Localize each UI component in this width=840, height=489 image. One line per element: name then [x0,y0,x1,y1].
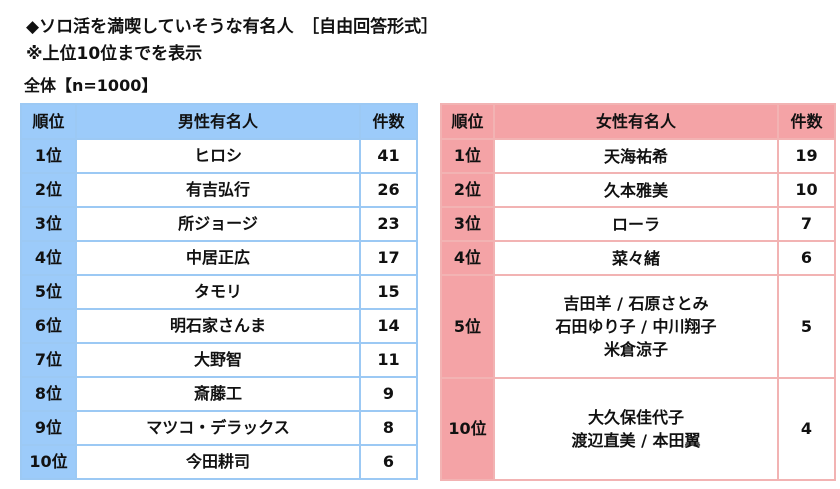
rank-cell: 1位 [440,138,495,174]
header-name: 男性有名人 [75,103,361,140]
name-cell: マツコ・デラックス [75,410,361,446]
name-cell: 明石家さんま [75,308,361,344]
header-rank: 順位 [440,103,495,140]
table-row: 1位 ヒロシ 41 [20,138,418,174]
celebrity-name: 石田ゆり子 / 中川翔子 [555,317,717,336]
rank-cell: 8位 [20,376,77,412]
rank-cell: 9位 [20,410,77,446]
celebrity-name: 大久保佳代子 [587,408,684,427]
rank-cell: 5位 [440,274,495,379]
table-row: 3位 ローラ 7 [440,206,836,242]
name-cell: 斎藤工 [75,376,361,412]
rank-cell: 4位 [440,240,495,276]
count-cell: 23 [359,206,418,242]
celebrity-name: ローラ [611,214,660,234]
celebrity-name: 吉田羊 / 石原さとみ [563,294,709,313]
count-cell: 26 [359,172,418,208]
count-cell: 15 [359,274,418,310]
count-cell: 11 [359,342,418,378]
rank-cell: 10位 [20,444,77,480]
name-cell: ヒロシ [75,138,361,174]
count-cell: 10 [777,172,836,208]
male-celebrity-table: 順位 男性有名人 件数 1位 ヒロシ 41 2位 有吉弘行 26 3位 所ジョージ 23 4位 中居… [20,103,418,480]
note: ※上位10位までを表示 [26,44,203,64]
sample-size: 全体【n=1000】 [24,76,158,95]
header-count: 件数 [359,103,418,140]
rank-cell: 10位 [440,377,495,481]
celebrity-name: 天海祐希 [603,146,668,166]
table-row: 1位 天海祐希 19 [440,138,836,174]
count-cell: 6 [777,240,836,276]
table-row: 3位 所ジョージ 23 [20,206,418,242]
table-row: 2位 有吉弘行 26 [20,172,418,208]
table-row: 6位 明石家さんま 14 [20,308,418,344]
count-cell: 41 [359,138,418,174]
name-cell: 天海祐希 [493,138,779,174]
rank-cell: 4位 [20,240,77,276]
table-row: 4位 菜々緒 6 [440,240,836,276]
count-cell: 9 [359,376,418,412]
table-row: 5位 タモリ 15 [20,274,418,310]
count-cell: 5 [777,274,836,379]
rank-cell: 2位 [20,172,77,208]
rank-cell: 6位 [20,308,77,344]
name-cell: ローラ [493,206,779,242]
table-row: 10位 大久保佳代子 渡辺直美 / 本田翼 4 [440,377,836,481]
celebrity-name: 菜々緒 [611,248,660,268]
table-header: 順位 女性有名人 件数 [440,103,836,140]
rank-cell: 3位 [440,206,495,242]
page-title: ◆ソロ活を満喫していそうな有名人 ［自由回答形式］ [26,17,439,37]
name-cell: 久本雅美 [493,172,779,208]
name-cell: タモリ [75,274,361,310]
female-celebrity-table: 順位 女性有名人 件数 1位 天海祐希 19 2位 久本雅美 10 3位 ローラ 7 4位 菜々緒 6… [440,103,836,481]
name-cell: 有吉弘行 [75,172,361,208]
count-cell: 8 [359,410,418,446]
table-row: 7位 大野智 11 [20,342,418,378]
rank-cell: 2位 [440,172,495,208]
table-row: 9位 マツコ・デラックス 8 [20,410,418,446]
table-row: 5位 吉田羊 / 石原さとみ 石田ゆり子 / 中川翔子 米倉涼子 5 [440,274,836,379]
count-cell: 4 [777,377,836,481]
count-cell: 6 [359,444,418,480]
table-row: 10位 今田耕司 6 [20,444,418,480]
name-cell: 所ジョージ [75,206,361,242]
header-name: 女性有名人 [493,103,779,140]
rank-cell: 7位 [20,342,77,378]
count-cell: 14 [359,308,418,344]
table-header: 順位 男性有名人 件数 [20,103,418,140]
header-rank: 順位 [20,103,77,140]
celebrity-name: 久本雅美 [603,180,668,200]
rank-cell: 3位 [20,206,77,242]
count-cell: 17 [359,240,418,276]
rank-cell: 1位 [20,138,77,174]
name-cell: 菜々緒 [493,240,779,276]
name-cell: 今田耕司 [75,444,361,480]
name-cell: 大久保佳代子 渡辺直美 / 本田翼 [493,377,779,481]
name-cell: 中居正広 [75,240,361,276]
celebrity-name: 米倉涼子 [603,340,668,359]
name-cell: 大野智 [75,342,361,378]
table-row: 2位 久本雅美 10 [440,172,836,208]
rank-cell: 5位 [20,274,77,310]
count-cell: 7 [777,206,836,242]
celebrity-name: 渡辺直美 / 本田翼 [571,431,701,450]
table-row: 4位 中居正広 17 [20,240,418,276]
table-row: 8位 斎藤工 9 [20,376,418,412]
name-cell: 吉田羊 / 石原さとみ 石田ゆり子 / 中川翔子 米倉涼子 [493,274,779,379]
header-count: 件数 [777,103,836,140]
count-cell: 19 [777,138,836,174]
